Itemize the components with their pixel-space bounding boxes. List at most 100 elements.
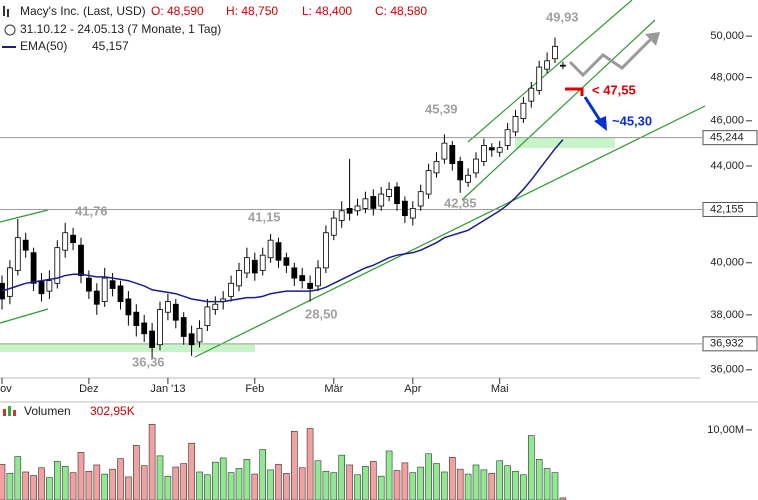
support-zone xyxy=(0,344,255,352)
icon xyxy=(8,406,11,416)
volume-bar xyxy=(401,462,409,500)
ohlc-low: L: 48,400 xyxy=(302,4,352,18)
x-tick-label: Nov xyxy=(0,383,12,395)
candle-body xyxy=(283,257,290,266)
candle-body xyxy=(409,207,416,219)
annotation: 41,15 xyxy=(248,209,281,224)
candle-body xyxy=(259,254,266,271)
candle-body xyxy=(512,116,519,133)
volume-bar xyxy=(259,449,267,500)
candle-body xyxy=(560,64,566,67)
volume-bar xyxy=(125,476,132,500)
y-tick-label: 38,000 xyxy=(710,309,744,321)
annotation: 49,93 xyxy=(546,9,579,24)
candle-body xyxy=(378,193,385,207)
volume-bar xyxy=(496,460,504,500)
candle-body xyxy=(14,237,21,271)
volume-bar xyxy=(535,459,543,500)
y-tick-label: 44,000 xyxy=(710,160,744,172)
ema-legend-name: EMA(50) xyxy=(20,39,67,53)
candle-body xyxy=(528,87,535,102)
candle-body xyxy=(133,311,140,327)
candle-body xyxy=(204,306,211,327)
candle-body xyxy=(488,147,495,151)
y-tick-label: 46,000 xyxy=(710,115,744,127)
volume-bar xyxy=(409,472,417,500)
candle-body xyxy=(480,145,487,162)
x-tick-label: Apr xyxy=(404,383,421,395)
candle-body xyxy=(496,147,503,153)
arrow-head xyxy=(594,116,607,131)
volume-bar xyxy=(235,468,243,500)
volume-bar xyxy=(61,466,69,500)
candle-body xyxy=(473,158,479,174)
candle-body xyxy=(544,60,550,70)
target-marker xyxy=(565,87,584,96)
volume-bar xyxy=(290,431,298,500)
candle-body xyxy=(38,280,45,295)
volume-bar xyxy=(219,457,227,500)
candle-body xyxy=(307,282,314,289)
candle-body xyxy=(425,170,432,195)
trend-line xyxy=(194,105,706,358)
arrow-head xyxy=(645,32,660,46)
candle-body xyxy=(30,252,37,284)
volume-bar xyxy=(133,445,140,500)
volume-bar xyxy=(38,467,45,500)
candle-body xyxy=(188,333,195,346)
level-tag xyxy=(702,130,758,146)
volume-bar xyxy=(543,468,551,500)
candle-body xyxy=(125,298,132,316)
volume-bar xyxy=(504,465,511,500)
volume-bar xyxy=(77,452,85,500)
candle-body xyxy=(330,217,337,236)
candle-body xyxy=(22,239,29,251)
candle-body xyxy=(7,267,13,297)
candle-body xyxy=(212,303,219,310)
annotation: 41,76 xyxy=(75,203,108,218)
volume-bar xyxy=(0,463,6,500)
icon xyxy=(3,409,6,416)
y-tick-label: 10,00M xyxy=(707,424,744,436)
candle-body xyxy=(465,174,472,183)
volume-bar xyxy=(480,469,488,500)
volume-bar xyxy=(369,461,377,500)
icon xyxy=(3,6,5,16)
level-label: 36,932 xyxy=(710,338,744,350)
candle-body xyxy=(196,327,203,343)
volume-bar xyxy=(322,470,330,500)
candle-body xyxy=(552,45,558,60)
volume-bar xyxy=(275,463,282,500)
x-tick-label: Mai xyxy=(491,383,509,395)
icon xyxy=(13,410,16,416)
candle-body xyxy=(457,160,464,181)
legend: Macy's Inc. (Last, USD) O: 48,590 H: 48,… xyxy=(2,4,427,418)
annotation: ~45,30 xyxy=(612,113,652,128)
date-range: 31.10.12 - 24.05.13 (7 Monate, 1 Tag) xyxy=(20,22,221,36)
candle-body xyxy=(109,280,116,289)
candle-body xyxy=(157,309,163,346)
candle-body xyxy=(141,322,148,335)
candle-body xyxy=(338,210,345,221)
volume-bar xyxy=(267,469,274,500)
candle-body xyxy=(228,282,235,297)
volume-bar xyxy=(464,473,472,500)
volume-bar xyxy=(117,458,124,500)
candle-body xyxy=(417,191,424,207)
volume-bar xyxy=(377,475,385,500)
candle-body xyxy=(46,280,53,292)
ema-line xyxy=(1,139,564,303)
candle-body xyxy=(251,259,258,274)
icon xyxy=(7,9,9,17)
y-tick-label: 48,000 xyxy=(710,71,744,83)
level-tag xyxy=(702,201,758,217)
volume-bar xyxy=(46,477,53,500)
volume-bar xyxy=(180,463,187,500)
volume-bar xyxy=(140,465,148,500)
volume-bar xyxy=(172,466,180,500)
level-label: 45,244 xyxy=(710,132,744,144)
volume-bar xyxy=(551,472,559,500)
volume-bar xyxy=(6,473,14,500)
